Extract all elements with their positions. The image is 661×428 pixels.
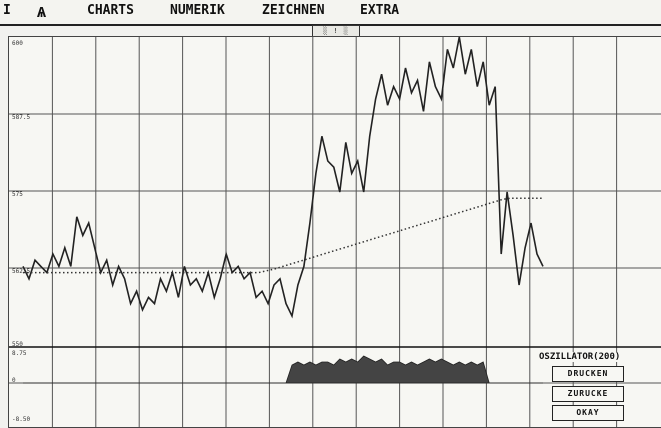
okay-button[interactable]: OKAY	[552, 405, 624, 421]
back-button[interactable]: ZURUCKE	[552, 386, 624, 402]
price-chart	[9, 37, 661, 427]
osc-tick-label: -8.50	[12, 416, 31, 423]
menu-numerik[interactable]: NUMERIK	[170, 3, 225, 18]
oscillator-panel: OSZILLATOR(200) DRUCKEN ZURUCKE OKAY	[538, 352, 661, 424]
moving-average-line	[23, 197, 543, 274]
atari-logo-icon[interactable]: Ѧ	[37, 3, 47, 21]
oscillator-area	[23, 355, 543, 384]
price-line	[22, 37, 544, 319]
oscillator-title: OSZILLATOR(200)	[538, 352, 622, 362]
menu-charts[interactable]: CHARTS	[87, 3, 134, 18]
menu-bar: I Ѧ CHARTS NUMERIK ZEICHNEN EXTRA	[0, 0, 661, 26]
osc-tick-label: 8.75	[12, 350, 27, 357]
y-tick-label: 587.5	[12, 114, 31, 121]
print-button[interactable]: DRUCKEN	[552, 366, 624, 382]
chart-window: 600 587.5 575 562.5 550 8.75 0 -8.50	[8, 36, 661, 428]
y-tick-label: 575	[12, 191, 23, 198]
y-tick-label: 550	[12, 341, 23, 348]
y-tick-label: 600	[12, 40, 23, 47]
y-tick-label: 562.5	[12, 268, 31, 275]
menu-zeichnen[interactable]: ZEICHNEN	[262, 3, 325, 18]
menu-edge-mark: I	[3, 3, 11, 18]
menu-extra[interactable]: EXTRA	[360, 3, 400, 18]
osc-tick-label: 0	[12, 377, 16, 384]
